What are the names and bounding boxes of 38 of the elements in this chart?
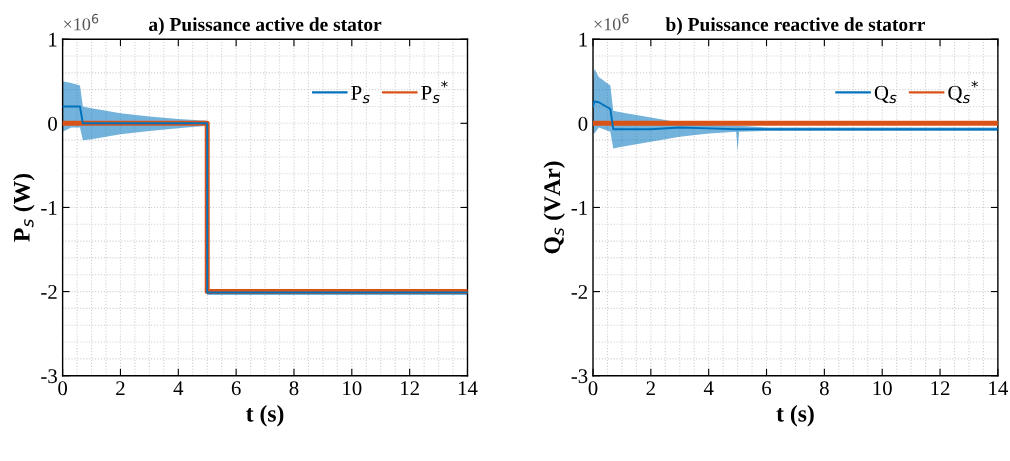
x-tick-label: 6 xyxy=(762,381,772,396)
y-tick-label: -1 xyxy=(41,200,57,215)
y-tick-label: -3 xyxy=(571,369,588,384)
y-tick-label: -3 xyxy=(41,369,57,384)
y-axis-title: Q$_{s}$ (VAr) xyxy=(543,161,565,254)
x-tick-label: 12 xyxy=(931,381,950,396)
x-tick-label: 14 xyxy=(989,381,1008,396)
y-tick-label: -1 xyxy=(571,200,587,215)
x-tick-label: 14 xyxy=(458,381,478,396)
x-tick-label: 4 xyxy=(173,381,184,396)
x-tick-label: 8 xyxy=(289,381,299,396)
x-tick-label: 8 xyxy=(819,381,829,396)
y-tick-label: -2 xyxy=(41,285,57,299)
x-tick-label: 10 xyxy=(873,381,892,396)
y-axis-title: P$_{s}$ (W) xyxy=(13,173,35,242)
legend-label: P$_{s}$$^{*}$ xyxy=(421,80,448,104)
x-tick-label: 2 xyxy=(646,381,655,396)
y-tick-label: 1 xyxy=(49,32,57,47)
x-tick-label: 0 xyxy=(58,381,68,396)
x-tick-label: 12 xyxy=(401,381,419,396)
x-tick-label: 4 xyxy=(703,381,714,396)
y-tick-label: 1 xyxy=(579,32,587,47)
x-tick-label: 6 xyxy=(231,381,241,396)
x-axis-title: t (s) xyxy=(776,405,814,427)
y-tick-label: 0 xyxy=(48,116,57,131)
y-tick-label: 0 xyxy=(578,116,588,131)
chart-title: b) Puissance reactive de statorr xyxy=(665,17,925,35)
text: ×10$^{6}$ xyxy=(594,13,629,31)
x-tick-label: 10 xyxy=(343,381,362,396)
x-tick-label: 2 xyxy=(116,381,125,396)
x-axis-title: t (s) xyxy=(246,405,284,427)
legend-label: Q$_{s}$$^{*}$ xyxy=(948,80,978,104)
x-tick-label: 0 xyxy=(588,381,598,396)
text: ×10$^{6}$ xyxy=(64,13,99,31)
chart-title: a) Puissance active de stator xyxy=(149,17,382,35)
legend-label: P$_{s}$ xyxy=(351,86,370,104)
legend-label: Q$_{s}$ xyxy=(874,85,897,104)
y-tick-label: -2 xyxy=(571,285,587,299)
